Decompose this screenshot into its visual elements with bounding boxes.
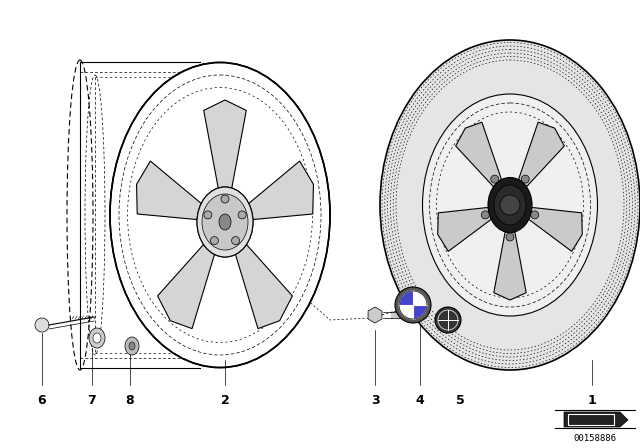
Circle shape (506, 233, 514, 241)
Circle shape (435, 307, 461, 333)
Circle shape (522, 175, 529, 183)
Circle shape (211, 237, 218, 245)
Ellipse shape (494, 185, 526, 225)
Polygon shape (136, 161, 201, 220)
Ellipse shape (89, 328, 105, 348)
Ellipse shape (202, 194, 248, 250)
Ellipse shape (422, 94, 598, 316)
Wedge shape (413, 291, 427, 305)
Polygon shape (494, 232, 526, 300)
Ellipse shape (488, 177, 532, 233)
Wedge shape (413, 305, 427, 319)
Circle shape (395, 287, 431, 323)
Text: 00158886: 00158886 (573, 434, 616, 443)
Ellipse shape (219, 214, 231, 230)
Circle shape (232, 237, 239, 245)
Ellipse shape (380, 40, 640, 370)
Circle shape (204, 211, 212, 219)
Ellipse shape (125, 337, 139, 355)
Text: 7: 7 (88, 393, 97, 406)
Polygon shape (529, 207, 582, 251)
Circle shape (35, 318, 49, 332)
Circle shape (221, 195, 229, 203)
Ellipse shape (202, 194, 248, 250)
Ellipse shape (111, 64, 329, 366)
Circle shape (481, 211, 489, 219)
Polygon shape (236, 245, 292, 329)
Ellipse shape (197, 187, 253, 257)
Wedge shape (399, 305, 413, 319)
Text: 6: 6 (38, 393, 46, 406)
Text: 3: 3 (371, 393, 380, 406)
Ellipse shape (93, 333, 101, 343)
Text: 1: 1 (588, 393, 596, 406)
Circle shape (238, 211, 246, 219)
Polygon shape (249, 161, 314, 220)
Polygon shape (518, 122, 564, 187)
Polygon shape (438, 207, 491, 251)
Ellipse shape (129, 342, 135, 350)
Text: 5: 5 (456, 393, 465, 406)
Ellipse shape (197, 187, 253, 257)
Circle shape (500, 195, 520, 215)
Circle shape (491, 175, 499, 183)
Text: 4: 4 (415, 393, 424, 406)
Circle shape (531, 211, 539, 219)
Polygon shape (204, 100, 246, 188)
Wedge shape (399, 291, 413, 305)
Polygon shape (368, 307, 382, 323)
Text: 8: 8 (125, 393, 134, 406)
Polygon shape (456, 122, 501, 187)
Polygon shape (564, 412, 628, 427)
Polygon shape (157, 245, 214, 329)
Text: 2: 2 (221, 393, 229, 406)
